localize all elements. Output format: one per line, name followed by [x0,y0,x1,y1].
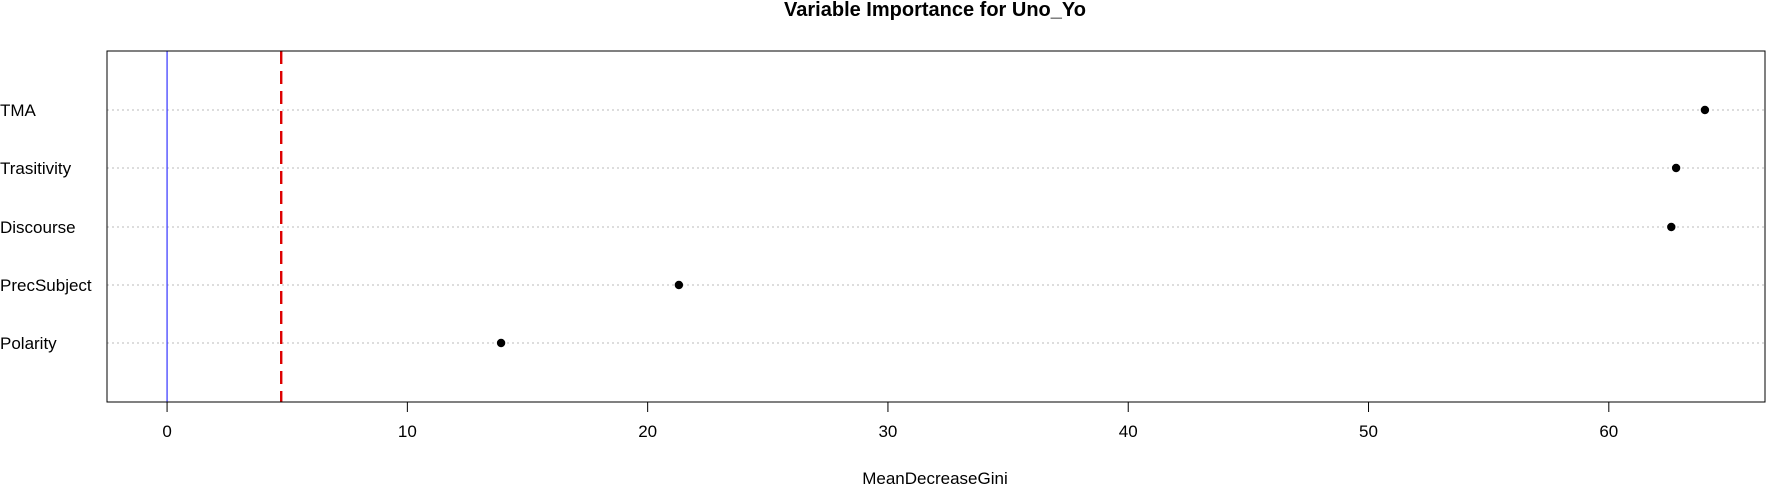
category-label-polarity: Polarity [0,334,57,353]
category-label-tma: TMA [0,101,37,120]
x-tick-label-40: 40 [1119,422,1138,441]
x-tick-label-10: 10 [398,422,417,441]
x-axis-label: MeanDecreaseGini [862,469,1008,485]
point-polarity [496,338,506,348]
x-axis: 0 10 20 30 40 50 60 [162,401,1618,441]
gridlines [107,109,1765,344]
x-tick-label-30: 30 [878,422,897,441]
point-trasitivity [1671,163,1681,173]
category-label-trasitivity: Trasitivity [0,159,72,178]
data-points [496,105,1710,348]
point-tma [1700,105,1710,115]
x-tick-label-60: 60 [1599,422,1618,441]
point-precsubject [674,280,684,290]
category-labels: TMA Trasitivity Discourse PrecSubject Polari… [0,101,92,353]
chart-title: Variable Importance for Uno_Yo [784,0,1086,21]
category-label-precsubject: PrecSubject [0,276,92,295]
plot-frame [106,50,1766,403]
category-label-discourse: Discourse [0,218,76,237]
x-tick-label-20: 20 [638,422,657,441]
x-tick-label-0: 0 [162,422,171,441]
point-discourse [1667,222,1676,232]
reference-lines [166,51,283,402]
x-tick-label-50: 50 [1359,422,1378,441]
